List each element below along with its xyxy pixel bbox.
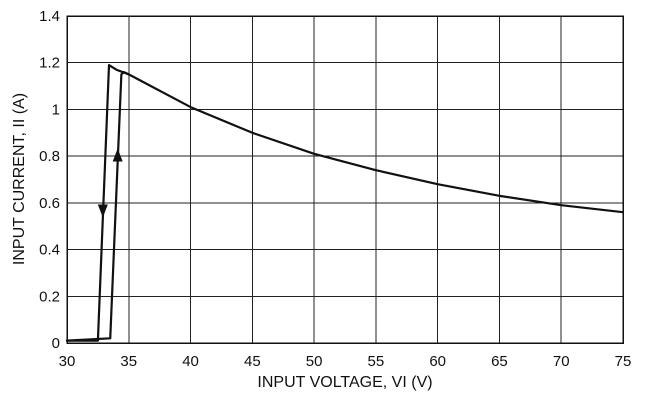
- plot-frame: [66, 15, 624, 344]
- y-tick-label: 0: [52, 335, 60, 352]
- x-tick-label: 75: [615, 353, 632, 370]
- x-tick-label: 50: [306, 353, 323, 370]
- down-arrow-icon: [97, 204, 108, 218]
- x-tick-label: 55: [368, 353, 385, 370]
- series-line-2: [65, 70, 130, 342]
- up-arrow-icon: [112, 148, 123, 162]
- series-line-1: [65, 63, 625, 342]
- x-axis-title: INPUT VOLTAGE, VI (V): [257, 374, 432, 391]
- y-tick-label: 0.6: [39, 195, 60, 212]
- y-axis-title: INPUT CURRENT, II (A): [11, 93, 28, 265]
- y-tick-label: 0.8: [39, 148, 60, 165]
- grid-layer: [66, 15, 624, 344]
- y-tick-label: 1.4: [39, 8, 60, 25]
- y-tick-label: 0.2: [39, 288, 60, 305]
- y-tick-label: 0.4: [39, 242, 60, 259]
- annotation-layer: [97, 148, 123, 218]
- x-tick-label: 45: [244, 353, 261, 370]
- x-tick-label: 30: [59, 353, 76, 370]
- y-tick-label: 1: [52, 101, 60, 118]
- tick-layer: 30 35 40 45 50 55 60 65 70 75 0 0.2 0.4 0.6 0.8 1 1.2 1.4: [39, 8, 631, 370]
- x-tick-label: 40: [182, 353, 199, 370]
- x-tick-label: 35: [120, 353, 137, 370]
- x-tick-label: 60: [429, 353, 446, 370]
- x-tick-label: 65: [491, 353, 508, 370]
- x-tick-label: 70: [553, 353, 570, 370]
- series-layer: [65, 63, 625, 342]
- y-tick-label: 1.2: [39, 55, 60, 72]
